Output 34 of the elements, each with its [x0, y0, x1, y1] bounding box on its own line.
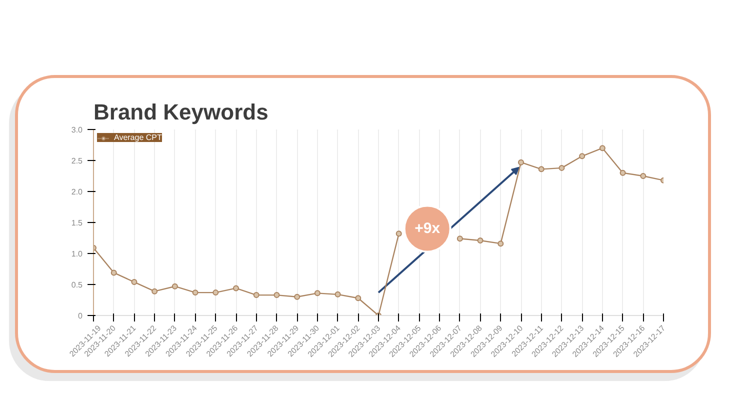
- y-tick-label: 2.5: [71, 156, 84, 166]
- point: [620, 170, 626, 176]
- point: [558, 164, 565, 171]
- point: [355, 295, 362, 302]
- point: [110, 270, 117, 276]
- y-tick-label: 0: [78, 312, 84, 320]
- point: [498, 240, 504, 247]
- annotation: +9x: [414, 220, 441, 238]
- point: [538, 166, 544, 172]
- point: [212, 290, 219, 296]
- y-tick-label: 0.5: [71, 280, 84, 290]
- point: [152, 288, 158, 294]
- point: [477, 237, 484, 244]
- point: [314, 290, 320, 296]
- y-tick-label: 3.0: [71, 126, 84, 134]
- point: [599, 145, 606, 152]
- point: [640, 173, 646, 179]
- point: [192, 290, 198, 296]
- point: [253, 292, 260, 298]
- y-tick-label: 1.5: [71, 218, 84, 228]
- point: [396, 230, 402, 237]
- point: [334, 291, 341, 298]
- chart-title: Brand Keywords: [94, 100, 268, 124]
- point: [274, 292, 280, 298]
- point: [131, 279, 138, 286]
- point: [579, 153, 586, 160]
- legend-label: Average CPT: [114, 133, 162, 142]
- point: [233, 285, 239, 292]
- y-tick-label: 2.0: [71, 188, 84, 196]
- point: [518, 159, 524, 166]
- point: [294, 294, 300, 300]
- y-tick-label: 1.0: [71, 250, 84, 258]
- point: [456, 236, 463, 242]
- point: [172, 283, 178, 290]
